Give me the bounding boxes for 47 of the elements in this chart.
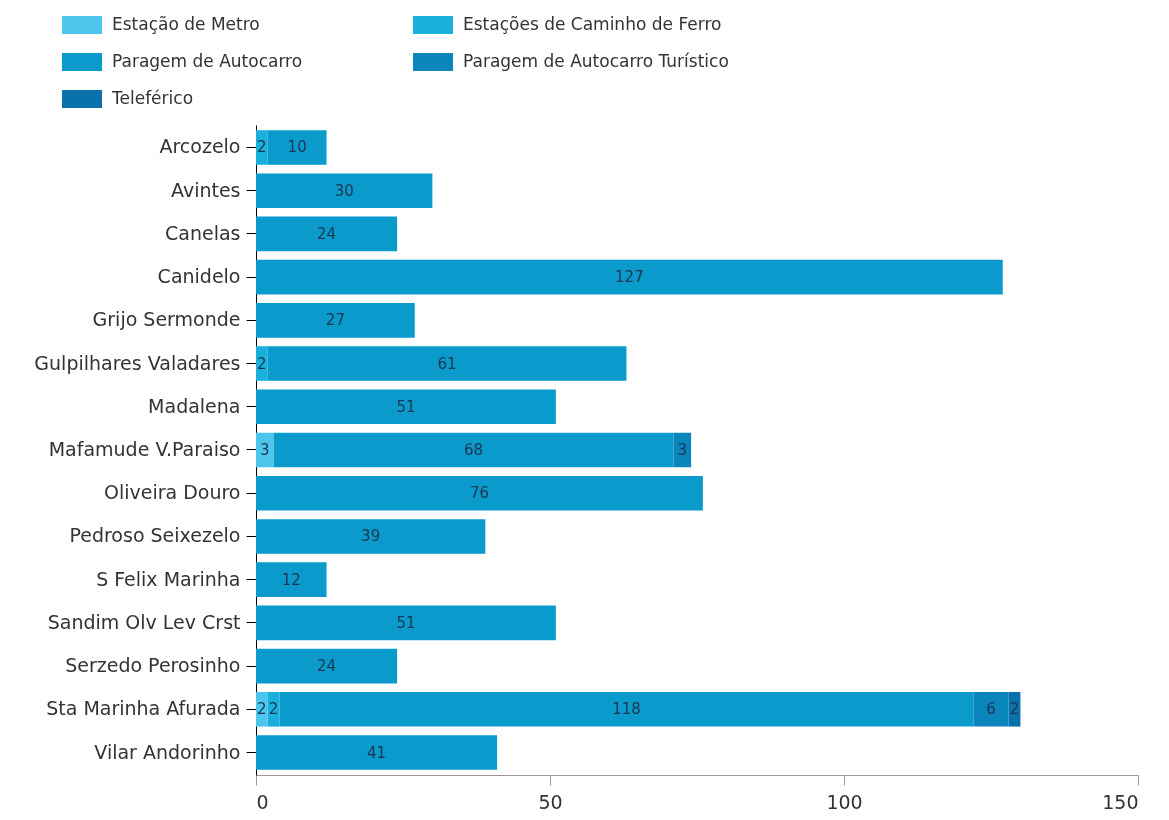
data-label: 2 bbox=[1009, 700, 1020, 719]
y-tick-label: Madalena bbox=[148, 394, 241, 417]
y-tick-label: S Felix Marinha bbox=[96, 567, 241, 590]
y-tick-label: Sandim Olv Lev Crst bbox=[47, 610, 241, 633]
legend-label: Estação de Metro bbox=[112, 14, 260, 34]
y-tick-label: Arcozelo bbox=[159, 135, 241, 158]
legend-label: Estações de Caminho de Ferro bbox=[463, 14, 722, 34]
data-label: 39 bbox=[361, 527, 381, 546]
y-tick-label: Mafamude V.Paraiso bbox=[48, 438, 241, 460]
y-tick-label: Serzedo Perosinho bbox=[65, 654, 241, 677]
x-tick-label: 0 bbox=[256, 790, 269, 813]
data-label: 10 bbox=[287, 138, 307, 157]
legend-label: Paragem de Autocarro bbox=[112, 51, 303, 71]
data-label: 3 bbox=[677, 441, 688, 459]
data-label: 2 bbox=[268, 700, 279, 719]
data-label: 2 bbox=[257, 138, 267, 157]
y-tick-label: Avintes bbox=[171, 178, 241, 201]
data-label: 27 bbox=[325, 311, 345, 330]
data-label: 127 bbox=[615, 268, 644, 287]
x-tick-label: 150 bbox=[1102, 790, 1139, 813]
data-label: 51 bbox=[396, 613, 416, 632]
data-label: 3 bbox=[260, 441, 270, 459]
x-tick-label: 100 bbox=[826, 790, 863, 813]
data-label: 24 bbox=[317, 224, 337, 243]
data-label: 24 bbox=[317, 657, 337, 676]
y-tick-label: Canelas bbox=[165, 221, 241, 244]
legend-label: Teleférico bbox=[111, 88, 194, 108]
data-label: 41 bbox=[366, 743, 387, 762]
data-label: 51 bbox=[396, 397, 416, 416]
y-tick-label: Pedroso Seixezelo bbox=[69, 524, 241, 547]
data-label: 118 bbox=[612, 700, 641, 719]
y-tick-label: Gulpilhares Valadares bbox=[34, 351, 241, 374]
y-tick-label: Canidelo bbox=[157, 265, 241, 288]
data-label: 61 bbox=[437, 354, 457, 373]
data-label: 6 bbox=[986, 700, 996, 719]
y-tick-label: Sta Marinha Afurada bbox=[46, 697, 241, 720]
data-label: 2 bbox=[257, 700, 267, 719]
data-label: 76 bbox=[469, 484, 489, 503]
y-tick-label: Vilar Andorinho bbox=[94, 740, 241, 763]
data-label: 2 bbox=[257, 354, 267, 373]
data-label: 12 bbox=[281, 570, 301, 589]
data-label: 30 bbox=[334, 181, 354, 200]
data-label: 68 bbox=[464, 441, 484, 459]
y-tick-label: Oliveira Douro bbox=[103, 481, 241, 504]
y-tick-label: Grijo Sermonde bbox=[92, 308, 241, 331]
x-tick-label: 50 bbox=[538, 790, 563, 813]
legend-label: Paragem de Autocarro Turístico bbox=[463, 51, 729, 71]
